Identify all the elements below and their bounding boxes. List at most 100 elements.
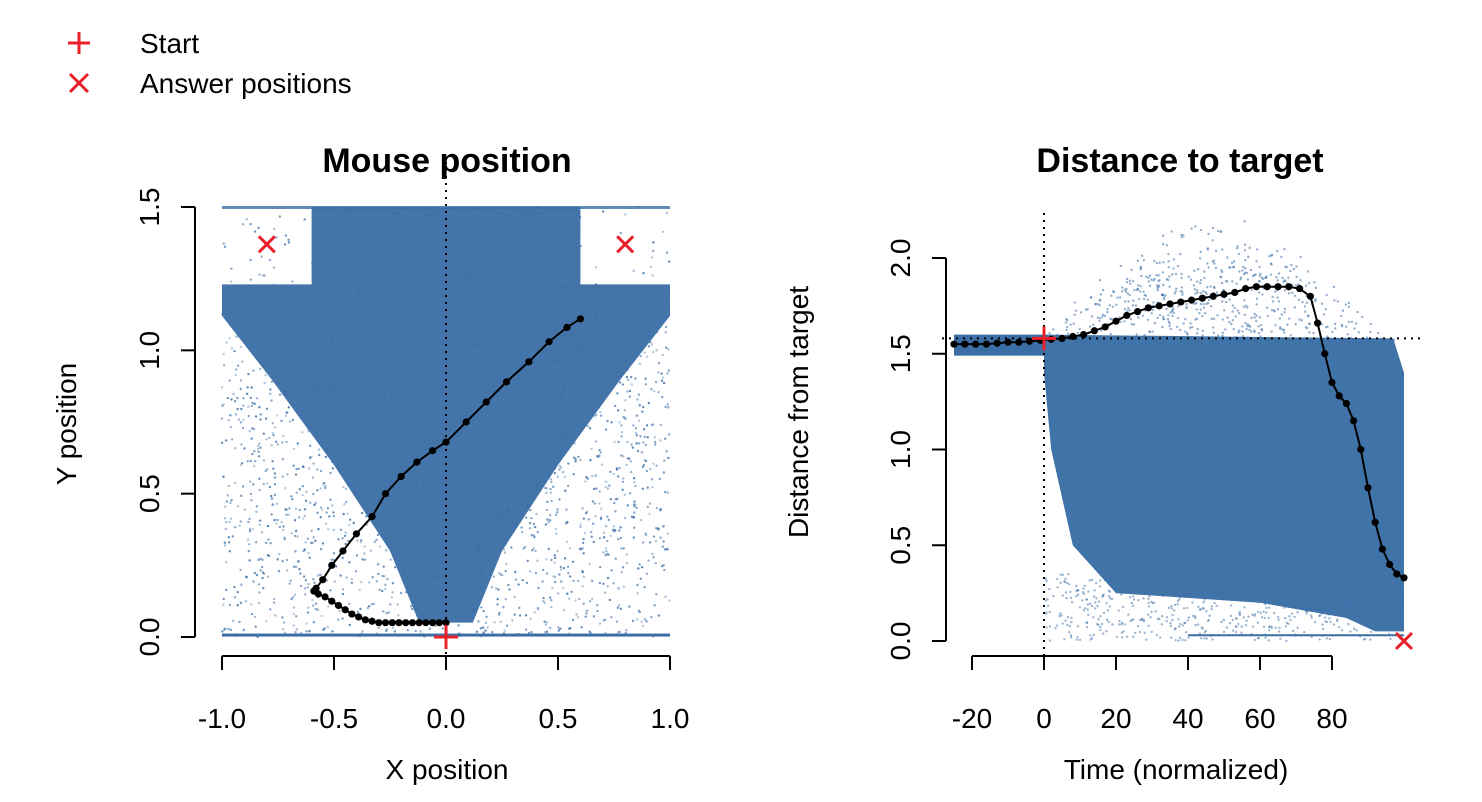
cloud-point [363, 558, 367, 561]
cloud-point [650, 343, 654, 346]
cloud-point [402, 572, 406, 575]
cloud-point [368, 364, 371, 367]
cloud-point [548, 349, 551, 353]
cloud-point [291, 371, 294, 374]
cloud-point [1119, 264, 1122, 268]
cloud-point [1115, 635, 1118, 639]
cloud-point [312, 536, 315, 539]
cloud-point [274, 518, 277, 521]
mean-trajectory-point [422, 619, 430, 627]
cloud-point [543, 620, 546, 623]
cloud-point [321, 245, 324, 248]
cloud-point [1087, 613, 1090, 617]
cloud-point [625, 628, 628, 632]
cloud-point [1094, 601, 1097, 604]
cloud-point [516, 322, 520, 325]
cloud-point [412, 324, 415, 328]
cloud-point [1132, 323, 1136, 326]
cloud-point [343, 502, 346, 506]
cloud-point [1245, 271, 1249, 275]
cloud-point [1187, 636, 1190, 640]
cloud-point [1161, 594, 1165, 597]
cloud-point [611, 368, 614, 371]
cloud-point [395, 254, 399, 258]
cloud-point [473, 512, 476, 515]
cloud-point [561, 586, 565, 590]
cloud-point [1157, 284, 1161, 287]
cloud-point [1177, 305, 1180, 308]
cloud-point [566, 413, 569, 416]
cloud-point [396, 260, 400, 263]
cloud-point [349, 518, 352, 521]
cloud-point [1139, 618, 1142, 622]
cloud-point [1157, 279, 1160, 283]
cloud-point [563, 285, 567, 289]
cloud-point [1185, 606, 1189, 610]
cloud-point [1246, 278, 1250, 281]
cloud-point [236, 604, 239, 607]
cloud-point [369, 326, 372, 329]
mean-trajectory-point [381, 490, 390, 498]
cloud-point [1211, 226, 1215, 230]
cloud-point [551, 356, 554, 359]
cloud-point [633, 505, 636, 508]
cloud-point [485, 615, 488, 619]
cloud-point [550, 598, 553, 602]
cloud-point [551, 485, 555, 489]
cloud-point [1193, 616, 1197, 620]
cloud-point [533, 535, 536, 539]
cloud-point [500, 231, 503, 235]
cloud-point [232, 392, 235, 396]
cloud-point [257, 455, 261, 458]
cloud-point [521, 530, 524, 534]
cloud-point [336, 411, 339, 415]
cloud-point [1149, 616, 1152, 619]
cloud-point [604, 631, 607, 635]
cloud-point [371, 575, 374, 579]
cloud-point [1368, 604, 1372, 608]
cloud-point [1173, 292, 1177, 295]
cloud-point [632, 424, 635, 427]
cloud-point [312, 492, 315, 496]
cloud-point [1280, 255, 1283, 259]
cloud-point [656, 301, 660, 304]
cloud-point [581, 547, 584, 550]
answer-marker-icon [68, 72, 90, 94]
cloud-point [620, 454, 623, 457]
cloud-point [500, 246, 504, 250]
cloud-point [422, 633, 425, 636]
legend-label-start: Start [140, 28, 199, 59]
cloud-point [486, 230, 490, 234]
cloud-point [253, 615, 257, 619]
cloud-point [1201, 606, 1205, 610]
cloud-point [307, 426, 310, 430]
cloud-point [1128, 293, 1131, 297]
cloud-point [243, 321, 246, 325]
cloud-point [256, 444, 260, 448]
cloud-point [403, 568, 406, 572]
cloud-point [1096, 604, 1099, 608]
cloud-point [517, 489, 520, 492]
cloud-point [568, 371, 571, 374]
cloud-point [430, 595, 434, 599]
cloud-point [327, 605, 330, 608]
cloud-point [434, 440, 438, 443]
cloud-point [633, 500, 636, 503]
cloud-point [294, 298, 297, 302]
cloud-point [550, 419, 554, 423]
cloud-point [1307, 314, 1310, 318]
cloud-point [589, 458, 592, 462]
cloud-point [525, 516, 528, 519]
cloud-point [1199, 308, 1202, 311]
cloud-point [435, 288, 439, 292]
cloud-point [434, 574, 437, 577]
cloud-point [1321, 623, 1324, 626]
cloud-point [638, 610, 641, 614]
cloud-point [617, 604, 621, 607]
cloud-point [1128, 282, 1132, 285]
cloud-point [397, 468, 400, 472]
cloud-point [449, 471, 452, 474]
cloud-point [380, 221, 384, 225]
cloud-point [565, 508, 568, 511]
cloud-point [398, 487, 401, 490]
